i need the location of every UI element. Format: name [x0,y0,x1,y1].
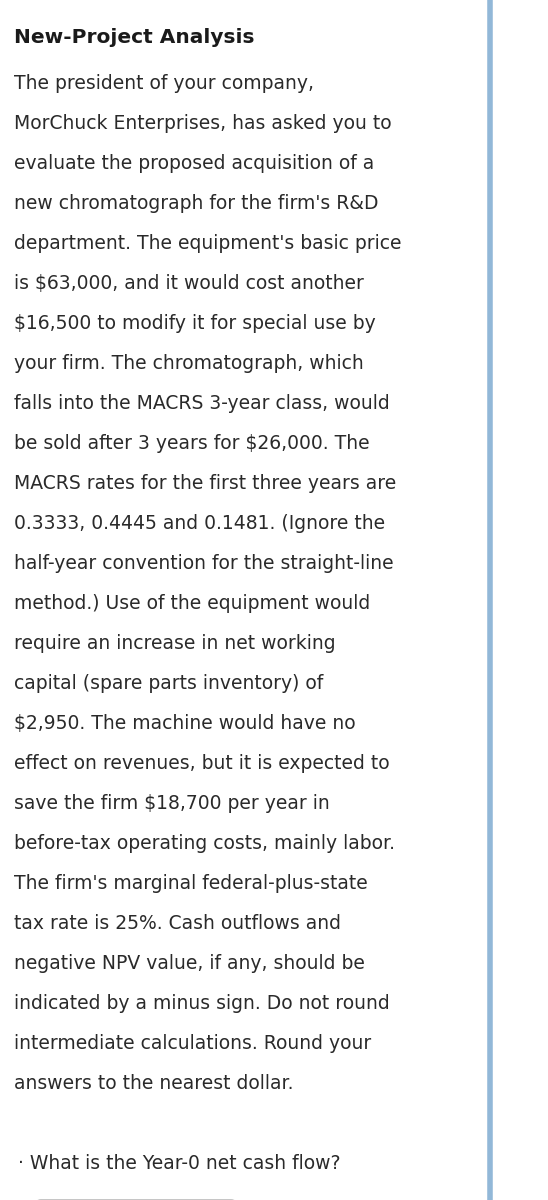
Text: your firm. The chromatograph, which: your firm. The chromatograph, which [14,354,364,373]
Text: indicated by a minus sign. Do not round: indicated by a minus sign. Do not round [14,994,390,1013]
Text: MorChuck Enterprises, has asked you to: MorChuck Enterprises, has asked you to [14,114,392,133]
Text: · What is the Year-0 net cash flow?: · What is the Year-0 net cash flow? [18,1154,340,1174]
Text: 0.3333, 0.4445 and 0.1481. (Ignore the: 0.3333, 0.4445 and 0.1481. (Ignore the [14,514,385,533]
Text: The firm's marginal federal-plus-state: The firm's marginal federal-plus-state [14,874,368,893]
Text: negative NPV value, if any, should be: negative NPV value, if any, should be [14,954,365,973]
Text: tax rate is 25%. Cash outflows and: tax rate is 25%. Cash outflows and [14,914,341,934]
Text: half-year convention for the straight-line: half-year convention for the straight-li… [14,554,393,572]
Text: is $63,000, and it would cost another: is $63,000, and it would cost another [14,274,364,293]
Text: answers to the nearest dollar.: answers to the nearest dollar. [14,1074,294,1093]
Text: MACRS rates for the first three years are: MACRS rates for the first three years ar… [14,474,396,493]
Text: require an increase in net working: require an increase in net working [14,634,335,653]
Text: be sold after 3 years for $26,000. The: be sold after 3 years for $26,000. The [14,434,369,452]
Text: department. The equipment's basic price: department. The equipment's basic price [14,234,402,253]
Text: before-tax operating costs, mainly labor.: before-tax operating costs, mainly labor… [14,834,395,853]
Text: evaluate the proposed acquisition of a: evaluate the proposed acquisition of a [14,154,374,173]
Text: save the firm $18,700 per year in: save the firm $18,700 per year in [14,794,330,814]
Text: effect on revenues, but it is expected to: effect on revenues, but it is expected t… [14,754,390,773]
Text: intermediate calculations. Round your: intermediate calculations. Round your [14,1034,371,1054]
Text: new chromatograph for the firm's R&D: new chromatograph for the firm's R&D [14,194,379,214]
Text: New-Project Analysis: New-Project Analysis [14,28,254,47]
Text: falls into the MACRS 3-year class, would: falls into the MACRS 3-year class, would [14,394,390,413]
Text: $2,950. The machine would have no: $2,950. The machine would have no [14,714,356,733]
Text: The president of your company,: The president of your company, [14,74,314,92]
Text: method.) Use of the equipment would: method.) Use of the equipment would [14,594,370,613]
Text: capital (spare parts inventory) of: capital (spare parts inventory) of [14,674,323,692]
Text: $16,500 to modify it for special use by: $16,500 to modify it for special use by [14,314,376,332]
